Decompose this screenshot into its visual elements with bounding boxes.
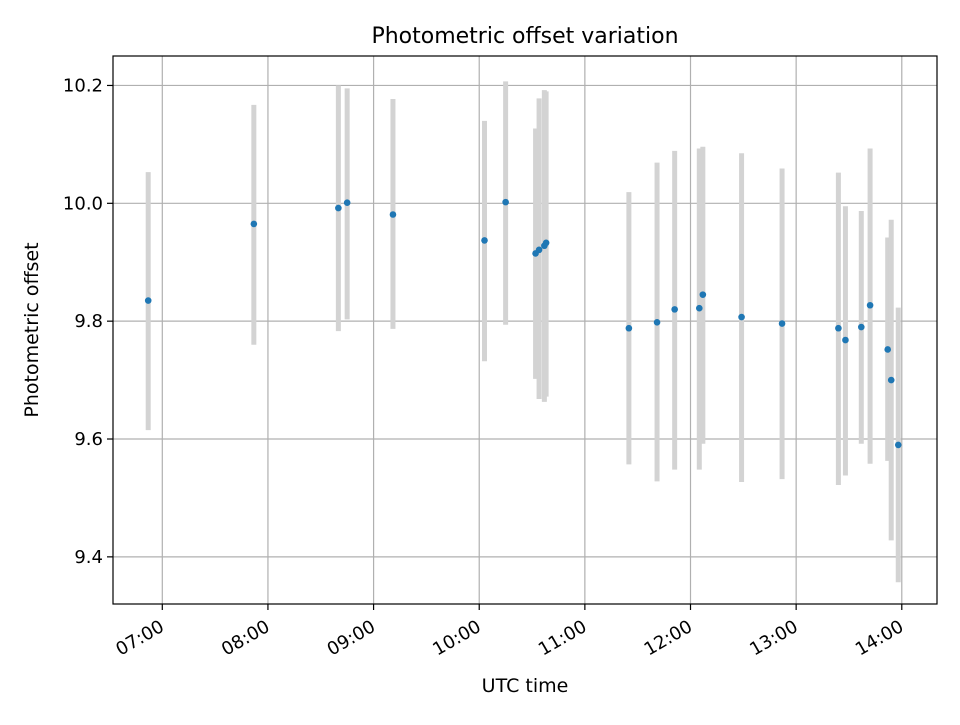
data-point: [343, 199, 351, 207]
y-tick-label: 9.8: [74, 311, 103, 332]
x-tick-label: 13:00: [746, 616, 801, 660]
data-point: [866, 301, 874, 309]
plot-frame: [112, 55, 938, 605]
data-point: [535, 246, 543, 254]
y-axis-label: Photometric offset: [21, 242, 43, 417]
x-tick-label: 07:00: [112, 616, 167, 660]
y-axis-ticks: 9.4 9.6 9.8 10.0 10.2: [63, 75, 113, 568]
data-point: [738, 313, 745, 321]
data-point: [502, 198, 509, 206]
x-axis-ticks: 07:00 08:00 09:00 10:00 11:00 12:00 13:00 14:00: [112, 604, 907, 660]
data-point: [699, 291, 707, 298]
y-tick-label: 10.2: [63, 75, 103, 96]
y-tick-label: 9.6: [74, 429, 103, 450]
x-tick-label: 10:00: [429, 616, 484, 660]
x-tick-label: 11:00: [535, 616, 590, 660]
data-point: [857, 323, 865, 331]
data-points: [144, 198, 902, 449]
chart-title: Photometric offset variation: [371, 24, 678, 49]
x-tick-label: 08:00: [218, 616, 273, 660]
x-tick-label: 09:00: [324, 616, 379, 660]
data-point: [389, 211, 397, 218]
data-point: [144, 297, 152, 304]
data-point: [884, 346, 892, 353]
data-point: [894, 441, 902, 449]
data-point: [778, 320, 786, 327]
grid-lines: [113, 56, 937, 604]
y-tick-label: 10.0: [63, 193, 103, 214]
data-point: [887, 376, 895, 384]
data-point: [835, 324, 842, 332]
y-tick-label: 9.4: [74, 547, 103, 568]
data-point: [625, 324, 633, 332]
data-point: [250, 220, 258, 228]
data-point: [335, 204, 342, 212]
x-tick-label: 12:00: [641, 616, 696, 660]
x-tick-label: 14:00: [852, 616, 907, 660]
data-point: [653, 319, 661, 326]
x-axis-label: UTC time: [482, 675, 569, 697]
data-point: [696, 304, 703, 312]
data-point: [481, 237, 488, 244]
data-point: [542, 239, 550, 247]
data-point: [842, 336, 849, 344]
data-point: [671, 306, 678, 313]
plot-area: [113, 56, 937, 604]
